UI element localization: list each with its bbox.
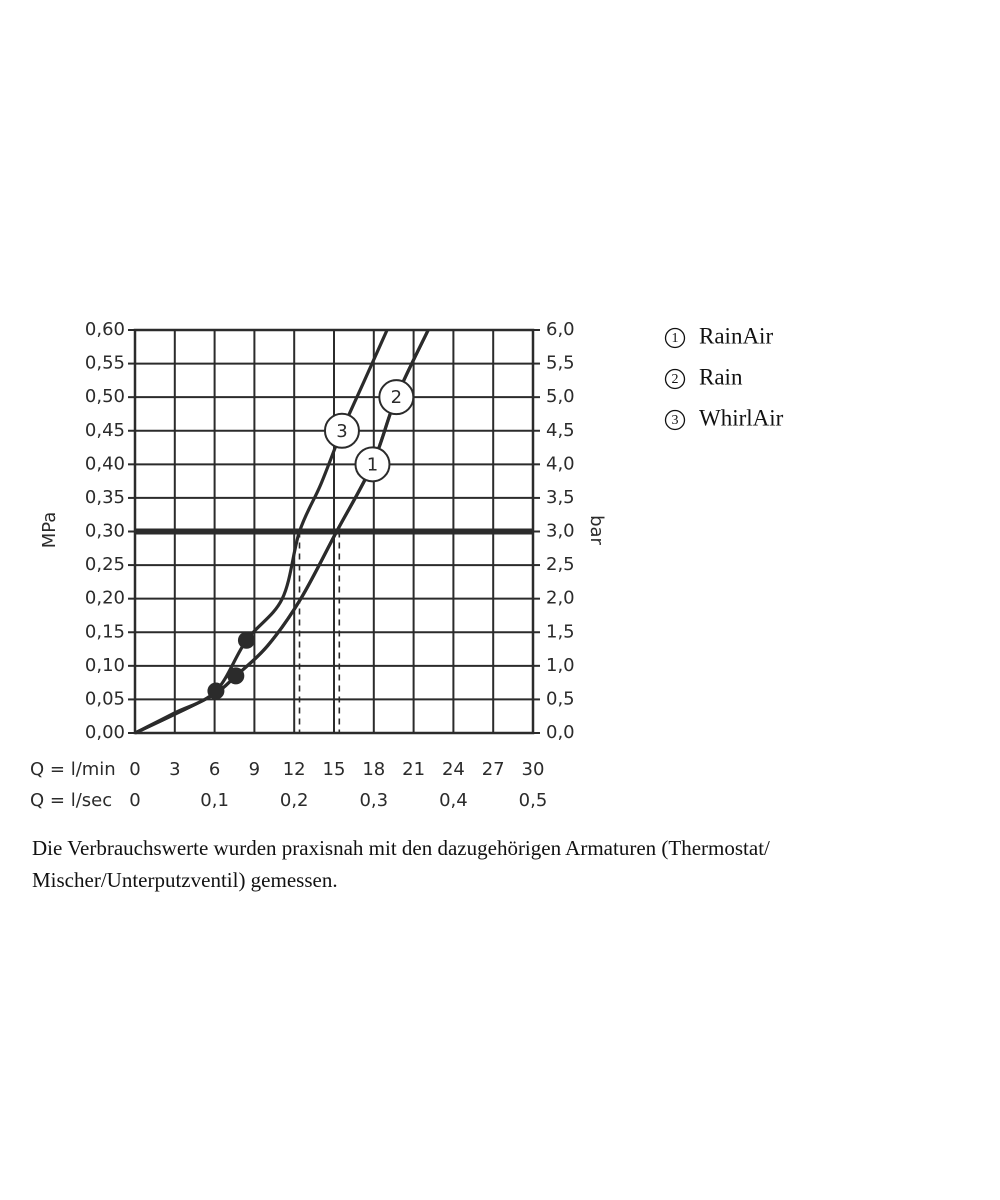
legend-label: Rain [699,364,743,389]
x-tick-label: 27 [482,759,505,780]
curve-label-circle [354,446,391,483]
point [227,667,245,685]
x2-tick-label: 0,3 [359,790,388,811]
y-tick-label: 0,30 [85,521,125,542]
y2-tick-label: 1,0 [546,655,575,676]
y-tick-label: 0,35 [85,487,125,508]
footnote: Die Verbrauchswerte wurden praxisnah mit… [32,836,770,860]
curve-label: 1 [367,454,378,475]
curve-label: 3 [336,421,347,442]
legend-marker [664,327,686,349]
x2-axis-label: Q = l/sec [30,790,112,811]
y2-tick-label: 4,0 [546,453,575,474]
footnote: Mischer/Unterputzventil) gemessen. [32,868,338,892]
curve-label-circle [323,412,360,449]
x-tick-label: 0 [129,759,140,780]
x-tick-label: 30 [522,759,545,780]
x-tick-label: 12 [283,759,306,780]
y-tick-label: 0,15 [85,621,125,642]
x2-tick-label: 0,5 [519,790,548,811]
curve [134,329,389,735]
y2-tick-label: 5,0 [546,386,575,407]
point [237,631,255,649]
x-tick-label: 18 [362,759,385,780]
y-tick-label: 0,45 [85,420,125,441]
y-tick-label: 0,55 [85,353,125,374]
y2-tick-label: 5,5 [546,353,575,374]
legend-marker-label: 3 [672,413,679,428]
curve-label: 2 [391,387,402,408]
y2-tick-label: 2,0 [546,588,575,609]
y-axis-label: MPa [39,512,60,549]
y2-tick-label: 3,0 [546,521,575,542]
y2-tick-label: 4,5 [546,420,575,441]
y2-axis-label: bar [586,515,607,545]
x-tick-label: 15 [323,759,346,780]
x-tick-label: 21 [402,759,425,780]
curve-label-circle [378,379,415,416]
y2-tick-label: 0,5 [546,688,575,709]
y-tick-label: 0,05 [85,688,125,709]
point [207,682,225,700]
x-tick-label: 6 [209,759,220,780]
y-tick-label: 0,20 [85,588,125,609]
x2-tick-label: 0,1 [200,790,229,811]
y2-tick-label: 0,0 [546,722,575,743]
y-tick-label: 0,50 [85,386,125,407]
x2-tick-label: 0,2 [280,790,309,811]
y2-tick-label: 2,5 [546,554,575,575]
y2-tick-label: 6,0 [546,319,575,340]
legend-marker-label: 2 [672,372,679,387]
plot-frame [133,328,535,735]
y2-tick-label: 3,5 [546,487,575,508]
y-tick-label: 0,25 [85,554,125,575]
x2-tick-label: 0 [129,790,140,811]
legend-label: RainAir [699,323,773,348]
y2-tick-label: 1,5 [546,621,575,642]
legend-marker [664,368,686,390]
y-tick-label: 0,60 [85,319,125,340]
legend-marker-label: 1 [672,331,679,346]
x-tick-label: 24 [442,759,465,780]
x2-tick-label: 0,4 [439,790,468,811]
legend-marker [664,409,686,431]
x-tick-label: 9 [249,759,260,780]
legend-label: WhirlAir [699,405,784,430]
x-axis-label: Q = l/min [30,759,116,780]
y-tick-label: 0,10 [85,655,125,676]
x-tick-label: 3 [169,759,180,780]
y-tick-label: 0,00 [85,722,125,743]
y-tick-label: 0,40 [85,453,125,474]
